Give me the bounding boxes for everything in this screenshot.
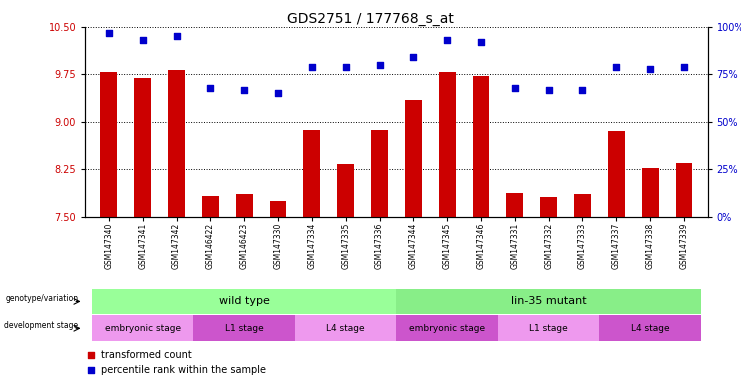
Bar <box>295 315 396 341</box>
Point <box>447 134 459 140</box>
Point <box>408 54 419 60</box>
Point <box>272 90 284 96</box>
Text: L4 stage: L4 stage <box>631 324 669 333</box>
Text: GDS2751 / 177768_s_at: GDS2751 / 177768_s_at <box>287 12 454 25</box>
Text: percentile rank within the sample: percentile rank within the sample <box>101 366 266 376</box>
Bar <box>236 194 253 217</box>
Bar <box>193 315 295 341</box>
Point <box>576 86 588 93</box>
Point <box>441 37 453 43</box>
Point <box>542 86 554 93</box>
Bar <box>473 76 490 217</box>
Bar <box>540 197 557 217</box>
Text: embryonic stage: embryonic stage <box>104 324 181 333</box>
Point <box>170 33 182 40</box>
Bar <box>396 288 701 314</box>
Point <box>475 39 487 45</box>
Point <box>509 84 521 91</box>
Point <box>644 66 656 72</box>
Point <box>103 30 115 36</box>
Bar <box>168 70 185 217</box>
Text: L1 stage: L1 stage <box>225 324 264 333</box>
Bar <box>498 315 599 341</box>
Text: L1 stage: L1 stage <box>529 324 568 333</box>
Bar <box>574 194 591 217</box>
Text: transformed count: transformed count <box>101 350 191 360</box>
Bar <box>506 193 523 217</box>
Point <box>137 37 149 43</box>
Bar <box>439 73 456 217</box>
Bar <box>599 315 701 341</box>
Bar <box>92 315 193 341</box>
Text: development stage: development stage <box>4 321 79 330</box>
Bar <box>303 130 320 217</box>
Point <box>340 64 352 70</box>
Bar <box>608 131 625 217</box>
Point <box>239 86 250 93</box>
Point <box>205 84 216 91</box>
Bar <box>92 288 396 314</box>
Bar <box>202 196 219 217</box>
Text: wild type: wild type <box>219 296 270 306</box>
Text: genotype/variation: genotype/variation <box>5 294 79 303</box>
Bar <box>270 201 287 217</box>
Point <box>678 64 690 70</box>
Point <box>373 62 385 68</box>
Bar <box>337 164 354 217</box>
Bar <box>405 100 422 217</box>
Bar <box>642 167 659 217</box>
Bar <box>134 78 151 217</box>
Text: embryonic stage: embryonic stage <box>409 324 485 333</box>
Bar <box>396 315 498 341</box>
Point <box>447 272 459 278</box>
Text: L4 stage: L4 stage <box>326 324 365 333</box>
Bar <box>371 130 388 217</box>
Text: lin-35 mutant: lin-35 mutant <box>511 296 586 306</box>
Point <box>611 64 622 70</box>
Bar <box>676 163 692 217</box>
Bar <box>101 73 117 217</box>
Point <box>306 64 318 70</box>
